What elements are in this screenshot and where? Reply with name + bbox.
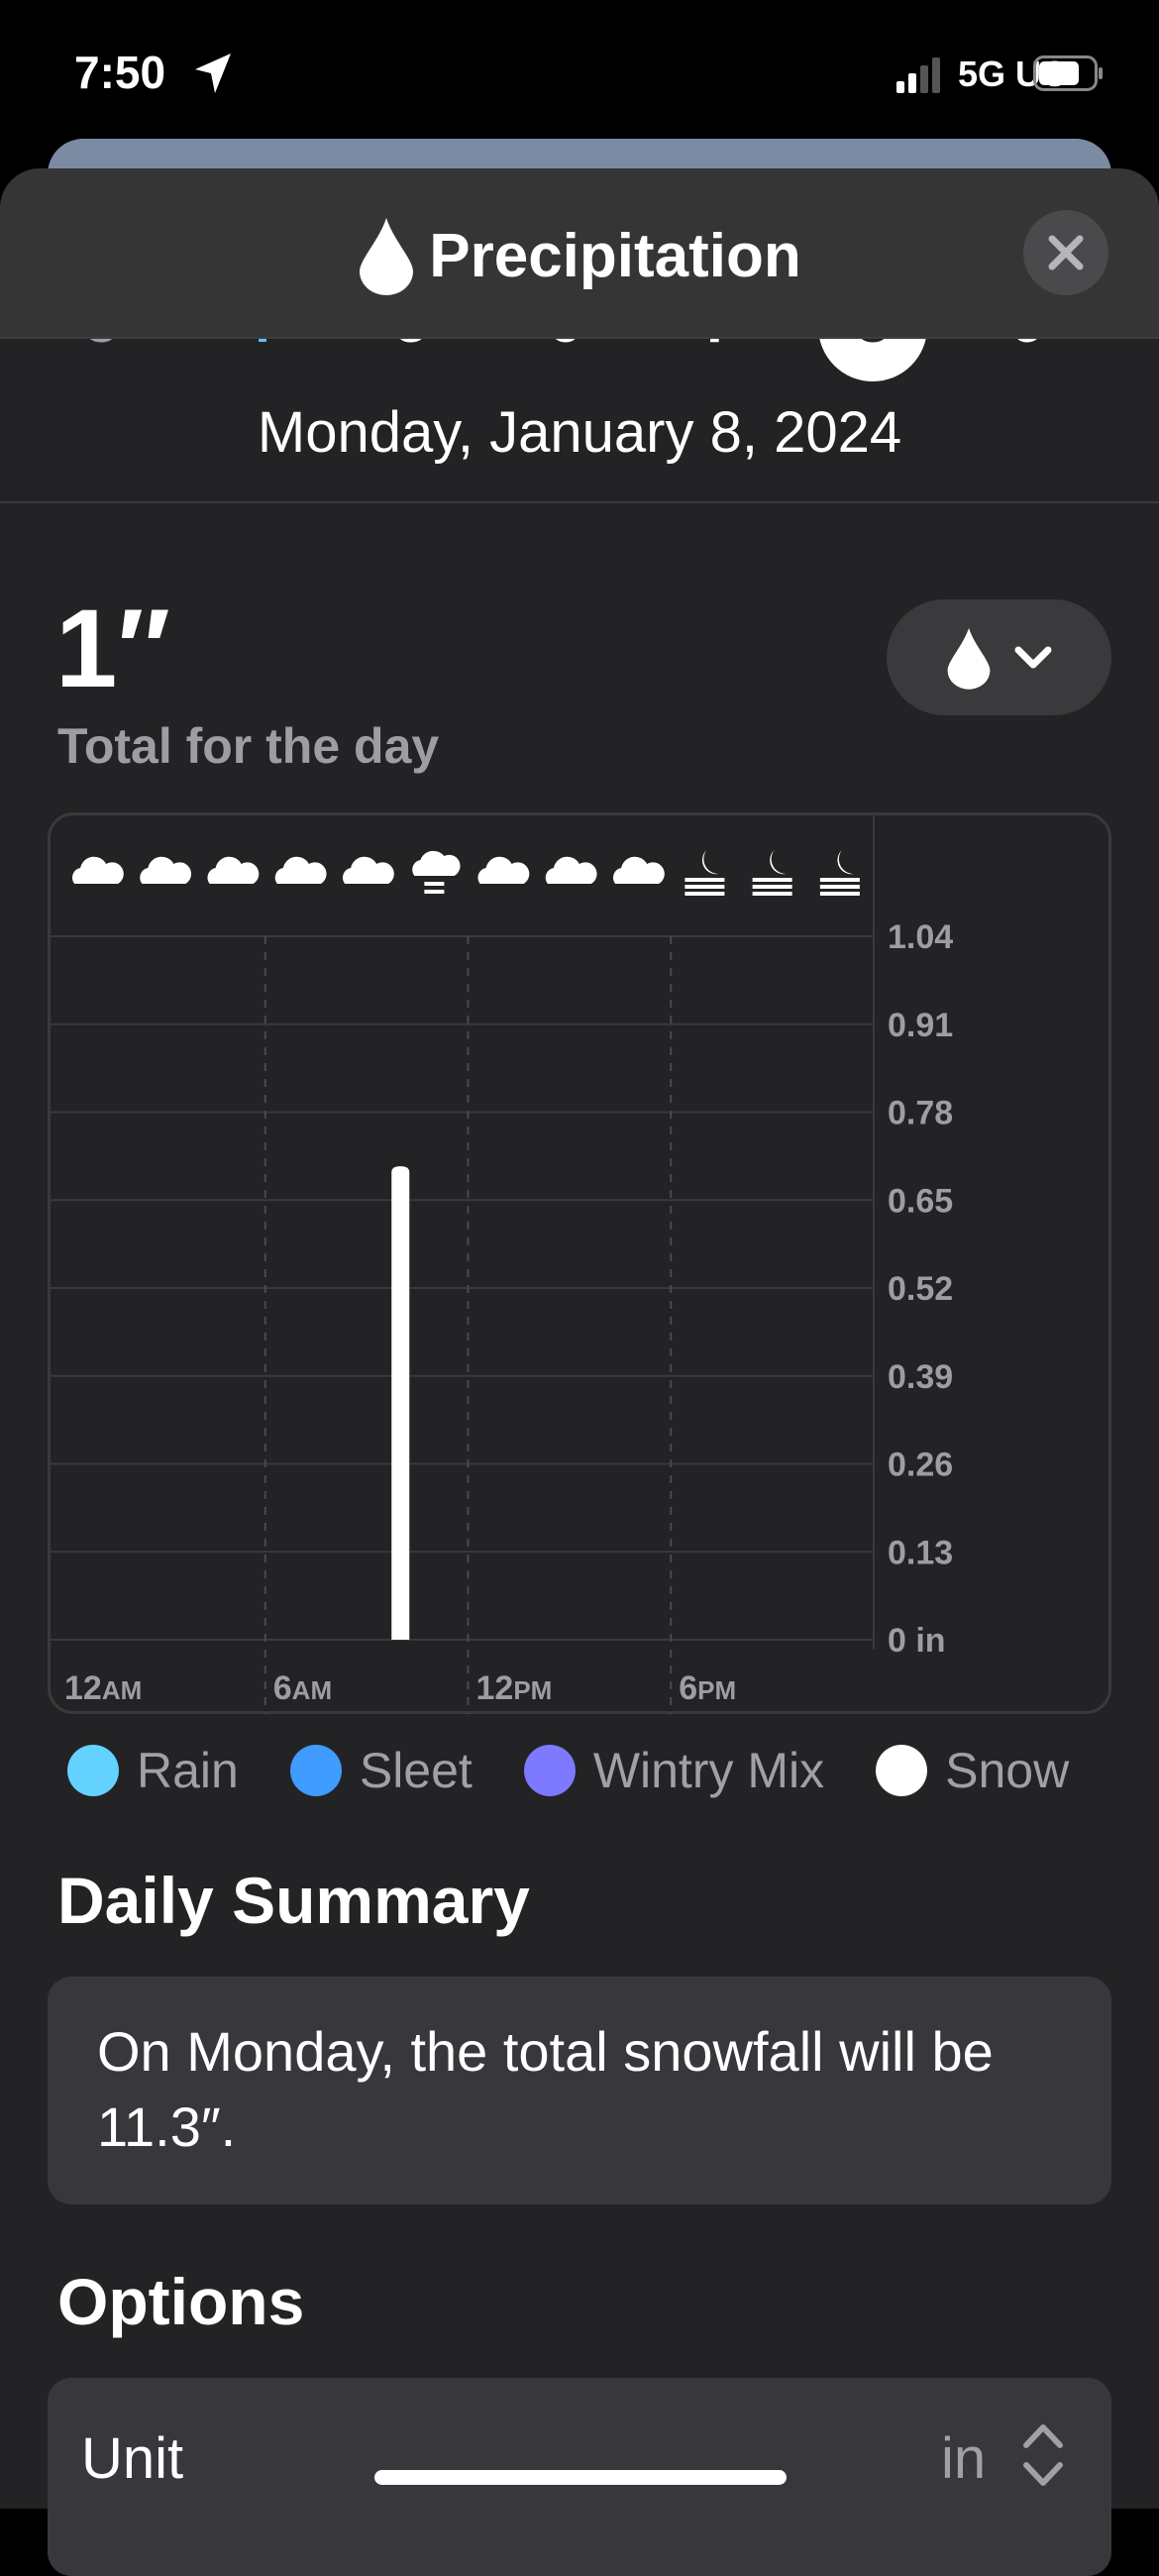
y-tick-label: 0.65: [888, 1182, 953, 1220]
divider: [0, 501, 1159, 503]
daily-summary-heading: Daily Summary: [57, 1864, 530, 1937]
cloud-icon: [71, 856, 124, 884]
cloud-icon: [140, 856, 192, 884]
selected-date: Monday, January 8, 2024: [257, 400, 902, 465]
sheet-title: Precipitation: [429, 221, 801, 290]
legend-item-snow: Snow: [876, 1742, 1069, 1799]
y-tick-label: 1.04: [888, 918, 953, 956]
y-tick-label: 0.91: [888, 1007, 953, 1044]
moon-haze-icon: [819, 850, 860, 896]
cloud-icon: [612, 856, 665, 884]
signal-icon: [896, 57, 940, 93]
unit-value[interactable]: in: [941, 2426, 987, 2491]
y-tick-label: 0.13: [888, 1534, 953, 1571]
cloud-fog-icon: [412, 850, 461, 894]
y-tick-label: 0.39: [888, 1358, 953, 1396]
legend-label: Rain: [137, 1743, 239, 1798]
daily-summary-card: On Monday, the total snowfall will be 11…: [48, 1977, 1111, 2204]
legend-item-wintry-mix: Wintry Mix: [523, 1742, 825, 1799]
daily-total-value: 1″: [55, 587, 170, 710]
x-tick-label: 12PM: [476, 1669, 553, 1707]
status-bar: 7:50 5G UC: [0, 0, 1159, 139]
legend-label: Sleet: [359, 1743, 473, 1798]
cloud-icon: [545, 856, 597, 884]
legend-swatch: [289, 1745, 342, 1796]
options-heading: Options: [57, 2265, 305, 2338]
moon-haze-icon: [685, 850, 725, 896]
cloud-icon: [274, 856, 327, 884]
close-icon: [1048, 235, 1084, 270]
unit-label: Unit: [81, 2426, 184, 2491]
legend-label: Snow: [945, 1743, 1070, 1798]
cloud-icon: [342, 856, 394, 884]
chart-canvas: 0 in 0.13 0.26 0.39 0.52 0.65 0.78 0.91 1.04 12AM…: [48, 812, 953, 1714]
x-tick-label: 6PM: [679, 1669, 736, 1707]
cloud-icon: [207, 856, 260, 884]
cloud-icon: [477, 856, 530, 884]
x-tick-label: 12AM: [64, 1669, 142, 1707]
raindrop-icon: [947, 627, 990, 690]
y-tick-label: 0.78: [888, 1095, 953, 1132]
home-indicator[interactable]: [374, 2470, 787, 2485]
y-tick-label: 0.52: [888, 1270, 953, 1308]
x-tick-label: 6AM: [273, 1669, 332, 1707]
chevron-up-down-icon[interactable]: [1020, 2419, 1066, 2491]
chart-legend: Rain Sleet Wintry Mix Snow: [67, 1742, 1069, 1799]
legend-swatch: [876, 1745, 928, 1796]
location-arrow-icon: [195, 54, 231, 93]
precipitation-chart: 0 in 0.13 0.26 0.39 0.52 0.65 0.78 0.91 1.04 12AM…: [48, 812, 1111, 1714]
y-tick-label: 0 in: [888, 1622, 946, 1660]
legend-swatch: [523, 1745, 576, 1796]
moon-haze-icon: [752, 850, 792, 896]
battery-icon: [1033, 55, 1103, 91]
legend-item-sleet: Sleet: [289, 1742, 473, 1799]
chevron-down-icon: [1014, 646, 1051, 668]
legend-label: Wintry Mix: [592, 1743, 825, 1798]
precipitation-type-dropdown[interactable]: [887, 599, 1111, 715]
daily-total-label: Total for the day: [57, 718, 440, 774]
status-time: 7:50: [74, 47, 166, 98]
sheet-header: Precipitation: [0, 168, 1159, 339]
close-button[interactable]: [1023, 210, 1108, 295]
legend-item-rain: Rain: [67, 1742, 239, 1799]
precip-bar: [391, 1166, 410, 1640]
y-tick-label: 0.26: [888, 1447, 953, 1484]
legend-swatch: [67, 1745, 119, 1796]
raindrop-icon: [360, 218, 414, 295]
